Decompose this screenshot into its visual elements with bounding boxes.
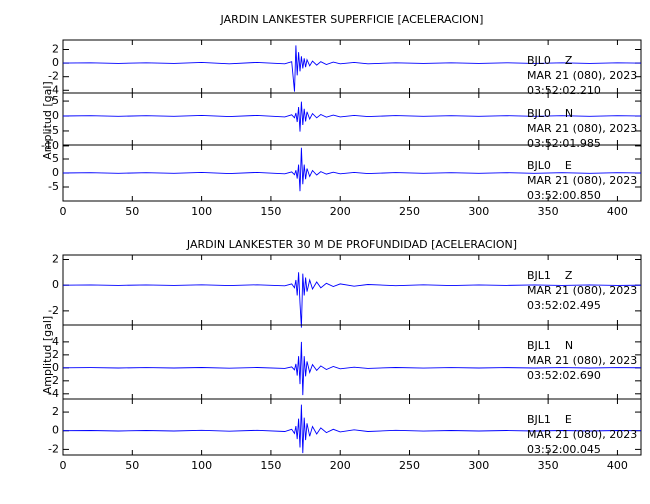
- y-tick-label: 0: [52, 278, 59, 291]
- x-tick-label: 0: [60, 459, 67, 472]
- trace: [62, 341, 642, 396]
- y-tick-label: -10: [41, 139, 59, 152]
- y-tick-label: 2: [52, 405, 59, 418]
- x-tick-label: 350: [538, 459, 559, 472]
- trace: [62, 147, 642, 192]
- time-label: 03:52:02.690: [527, 369, 601, 382]
- y-tick-label: 0: [52, 166, 59, 179]
- time-label: 03:52:02.210: [527, 84, 601, 97]
- station-label: BJL0 E: [527, 159, 572, 172]
- station-label: BJL1 Z: [527, 269, 573, 282]
- x-tick-label: 350: [538, 205, 559, 218]
- trace: [62, 45, 642, 92]
- x-tick-label: 400: [607, 205, 628, 218]
- y-tick-label: 2: [52, 252, 59, 265]
- y-tick-label: 0: [52, 361, 59, 374]
- y-tick-label: 0: [52, 56, 59, 69]
- station-label: BJL1 E: [527, 413, 572, 426]
- y-tick-label: -4: [48, 83, 59, 96]
- x-tick-label: 300: [468, 205, 489, 218]
- y-tick-label: -4: [48, 387, 59, 400]
- y-tick-label: -2: [48, 442, 59, 455]
- y-tick-label: -5: [48, 180, 59, 193]
- y-tick-label: 5: [52, 94, 59, 107]
- y-tick-label: -2: [48, 374, 59, 387]
- y-tick-label: 2: [52, 348, 59, 361]
- chart-title: JARDIN LANKESTER 30 M DE PROFUNDIDAD [AC…: [186, 238, 517, 251]
- y-tick-label: -5: [48, 124, 59, 137]
- station-label: BJL0 N: [527, 107, 573, 120]
- x-tick-label: 200: [330, 459, 351, 472]
- x-tick-label: 150: [260, 205, 281, 218]
- time-label: 03:52:00.850: [527, 189, 601, 202]
- x-tick-label: 200: [330, 205, 351, 218]
- date-label: MAR 21 (080), 2023: [527, 354, 637, 367]
- trace: [62, 272, 642, 328]
- station-label: BJL0 Z: [527, 54, 573, 67]
- y-tick-label: 0: [52, 109, 59, 122]
- trace: [62, 101, 642, 132]
- x-tick-label: 100: [191, 459, 212, 472]
- time-label: 03:52:01.985: [527, 137, 601, 150]
- chart-title: JARDIN LANKESTER SUPERFICIE [ACELERACION…: [220, 13, 484, 26]
- y-tick-label: 0: [52, 424, 59, 437]
- x-tick-label: 150: [260, 459, 281, 472]
- y-axis-label: Amplitud [gal]: [41, 81, 54, 159]
- x-tick-label: 0: [60, 205, 67, 218]
- x-tick-label: 400: [607, 459, 628, 472]
- date-label: MAR 21 (080), 2023: [527, 69, 637, 82]
- date-label: MAR 21 (080), 2023: [527, 284, 637, 297]
- date-label: MAR 21 (080), 2023: [527, 122, 637, 135]
- station-label: BJL1 N: [527, 339, 573, 352]
- y-tick-label: 5: [52, 152, 59, 165]
- date-label: MAR 21 (080), 2023: [527, 174, 637, 187]
- y-tick-label: 4: [52, 335, 59, 348]
- x-tick-label: 50: [125, 459, 139, 472]
- trace: [62, 404, 642, 454]
- x-tick-label: 300: [468, 459, 489, 472]
- subplot-frame: [62, 398, 642, 456]
- time-label: 03:52:02.495: [527, 299, 601, 312]
- x-tick-label: 250: [399, 459, 420, 472]
- date-label: MAR 21 (080), 2023: [527, 428, 637, 441]
- y-axis-label: Amplitud [gal]: [41, 316, 54, 394]
- time-label: 03:52:00.045: [527, 443, 601, 456]
- x-tick-label: 100: [191, 205, 212, 218]
- y-tick-label: -2: [48, 304, 59, 317]
- x-tick-label: 50: [125, 205, 139, 218]
- y-tick-label: -2: [48, 70, 59, 83]
- x-tick-label: 250: [399, 205, 420, 218]
- y-tick-label: 2: [52, 43, 59, 56]
